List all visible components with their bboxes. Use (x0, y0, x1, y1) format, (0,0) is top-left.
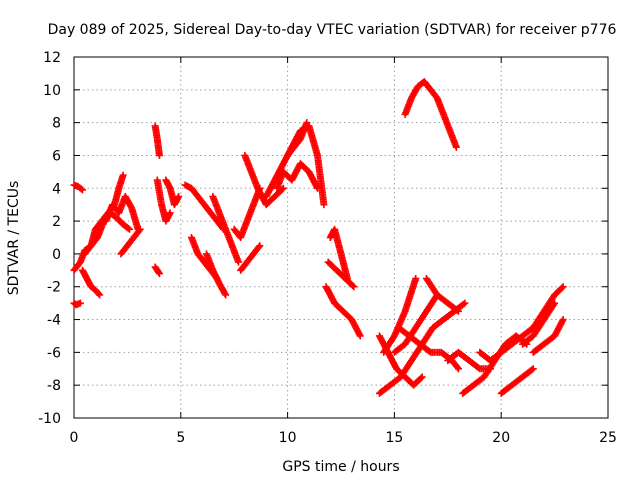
data-point (136, 225, 144, 233)
data-point (119, 171, 127, 179)
data-point (454, 307, 462, 315)
data-point (528, 366, 536, 374)
data-point (222, 291, 230, 299)
data-point (79, 186, 87, 194)
data-point (454, 365, 462, 373)
y-tick-label: 4 (52, 181, 61, 197)
x-tick-label: 25 (599, 430, 617, 446)
data-point (166, 209, 174, 217)
plot-frame (73, 56, 609, 419)
data-point (559, 316, 567, 324)
x-tick-label: 0 (70, 430, 79, 446)
data-point (155, 151, 163, 159)
data-point (255, 243, 263, 251)
y-tick-label: 12 (43, 50, 61, 66)
data-point (349, 282, 357, 290)
data-points (70, 78, 567, 397)
data-point (221, 289, 229, 297)
y-tick-label: -6 (47, 345, 61, 361)
data-point (558, 284, 566, 292)
data-point (559, 283, 567, 291)
y-tick-label: 2 (52, 214, 61, 230)
data-point (96, 291, 104, 299)
y-tick-label: -8 (47, 378, 61, 394)
y-tick-label: 10 (43, 83, 61, 99)
gridlines (74, 57, 608, 418)
data-point (460, 300, 468, 308)
data-point (256, 242, 264, 250)
data-point (320, 201, 328, 209)
data-point (155, 268, 163, 276)
data-point (453, 306, 461, 314)
data-point (155, 270, 163, 278)
data-point (135, 227, 143, 235)
data-point (356, 332, 364, 340)
y-tick-label: -10 (38, 411, 61, 427)
y-axis-label: SDTVAR / TECUs (6, 181, 22, 296)
data-point (124, 224, 132, 232)
data-point (550, 301, 558, 309)
data-point (529, 365, 537, 373)
x-tick-label: 20 (492, 430, 510, 446)
y-tick-label: 6 (52, 148, 61, 164)
data-point (95, 290, 103, 298)
data-point (175, 192, 183, 200)
x-tick-label: 15 (385, 430, 403, 446)
data-point (461, 299, 469, 307)
data-point (234, 258, 242, 266)
data-point (412, 275, 420, 283)
y-tick-label: 8 (52, 116, 61, 132)
y-tick-label: -4 (47, 313, 61, 329)
data-point (279, 184, 287, 192)
x-tick-label: 10 (279, 430, 297, 446)
data-point (278, 185, 286, 193)
data-point (551, 299, 559, 307)
y-tick-label: -2 (47, 280, 61, 296)
data-point (452, 143, 460, 151)
x-axis-label: GPS time / hours (282, 459, 399, 475)
data-point (126, 225, 134, 233)
data-point (350, 283, 358, 291)
chart-title: Day 089 of 2025, Sidereal Day-to-day VTE… (48, 22, 617, 38)
x-tick-label: 5 (176, 430, 185, 446)
data-point (77, 185, 85, 193)
data-point (76, 299, 84, 307)
data-point (303, 119, 311, 127)
y-tick-label: 0 (52, 247, 61, 263)
data-point (417, 374, 425, 382)
data-point (314, 184, 322, 192)
data-point (418, 373, 426, 381)
data-point (453, 363, 461, 371)
